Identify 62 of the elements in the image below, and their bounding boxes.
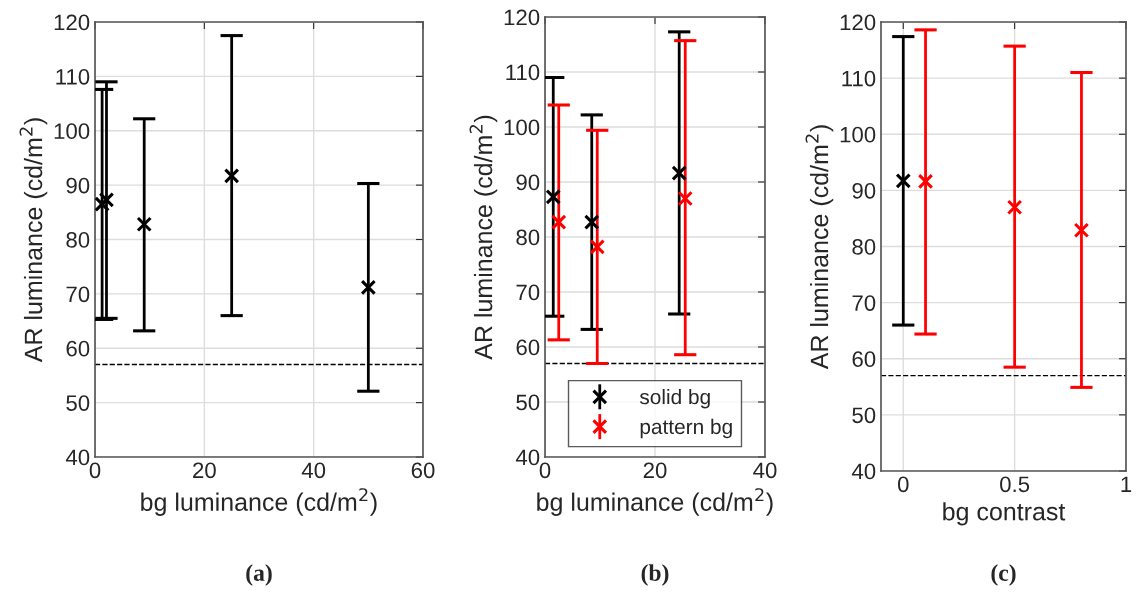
x-axis-title: bg luminance (cd/m$^{2}$): [141, 488, 377, 516]
point: [95, 196, 110, 212]
point: [1073, 222, 1090, 238]
text: (b): [641, 564, 669, 586]
x-tick-label: 20: [643, 462, 667, 479]
y-axis-title: AR luminance (cd/m$^{2}$): [805, 125, 834, 370]
y-tick-label: 40: [515, 449, 540, 466]
y-tick-label: 80: [516, 229, 540, 246]
point: [917, 173, 934, 190]
y-tick-label: 120: [504, 9, 540, 26]
x-tick-label: 0: [539, 462, 551, 479]
y-tick-label: 70: [516, 284, 540, 301]
text: (a): [246, 564, 272, 586]
x-tick-label: 60: [411, 462, 435, 479]
y-tick-label: 110: [842, 70, 876, 87]
x-axis-title: bg contrast: [943, 502, 1066, 526]
point: [583, 214, 600, 230]
x-tick-label: 0: [89, 462, 101, 479]
point: [98, 192, 115, 208]
point: [545, 189, 562, 205]
y-tick-label: 120: [54, 14, 90, 31]
y-tick-label: 70: [852, 295, 876, 311]
y-tick-label: 110: [506, 64, 540, 81]
text: (c): [991, 564, 1016, 586]
y-tick-label: 50: [852, 407, 876, 424]
point: [1006, 199, 1023, 215]
point: [677, 190, 694, 207]
y-tick-label: 90: [516, 174, 540, 191]
y-tick-label: 80: [852, 239, 876, 255]
y-tick-label: 60: [852, 351, 876, 368]
y-tick-label: 100: [504, 119, 540, 136]
y-tick-label: 90: [852, 182, 876, 199]
y-tick-label: 50: [66, 395, 90, 411]
y-tick-label: 120: [840, 14, 876, 31]
point: [223, 168, 240, 184]
y-tick-label: 70: [66, 286, 90, 303]
y-axis-title: AR luminance (cd/m$^{2}$): [469, 115, 498, 360]
y-tick-label: 100: [54, 123, 90, 140]
x-tick-label: 40: [301, 462, 326, 479]
y-tick-label: 60: [516, 339, 540, 356]
y-tick-label: 40: [65, 449, 90, 466]
x-tick-label: 1: [1121, 476, 1132, 492]
x-tick-label: 0: [897, 476, 909, 493]
y-tick-label: 80: [66, 232, 90, 248]
y-tick-label: 90: [66, 177, 90, 194]
x-tick-label: 0.5: [1000, 476, 1030, 493]
legend-label: solid bg: [639, 388, 710, 409]
point: [360, 279, 377, 296]
y-tick-label: 60: [66, 340, 90, 357]
x-tick-label: 40: [753, 462, 777, 479]
point: [550, 214, 567, 230]
point: [671, 165, 687, 181]
x-tick-label: 20: [193, 462, 216, 479]
y-tick-label: 100: [840, 126, 876, 143]
point: [895, 173, 912, 189]
legend-label: pattern bg: [640, 418, 732, 439]
point: [136, 216, 152, 233]
y-tick-label: 50: [516, 394, 540, 411]
point: [589, 239, 606, 255]
x-axis-title: bg luminance (cd/m$^{2}$): [537, 488, 773, 516]
y-tick-label: 110: [56, 68, 90, 85]
y-axis-title: AR luminance (cd/m$^{2}$): [19, 118, 48, 363]
